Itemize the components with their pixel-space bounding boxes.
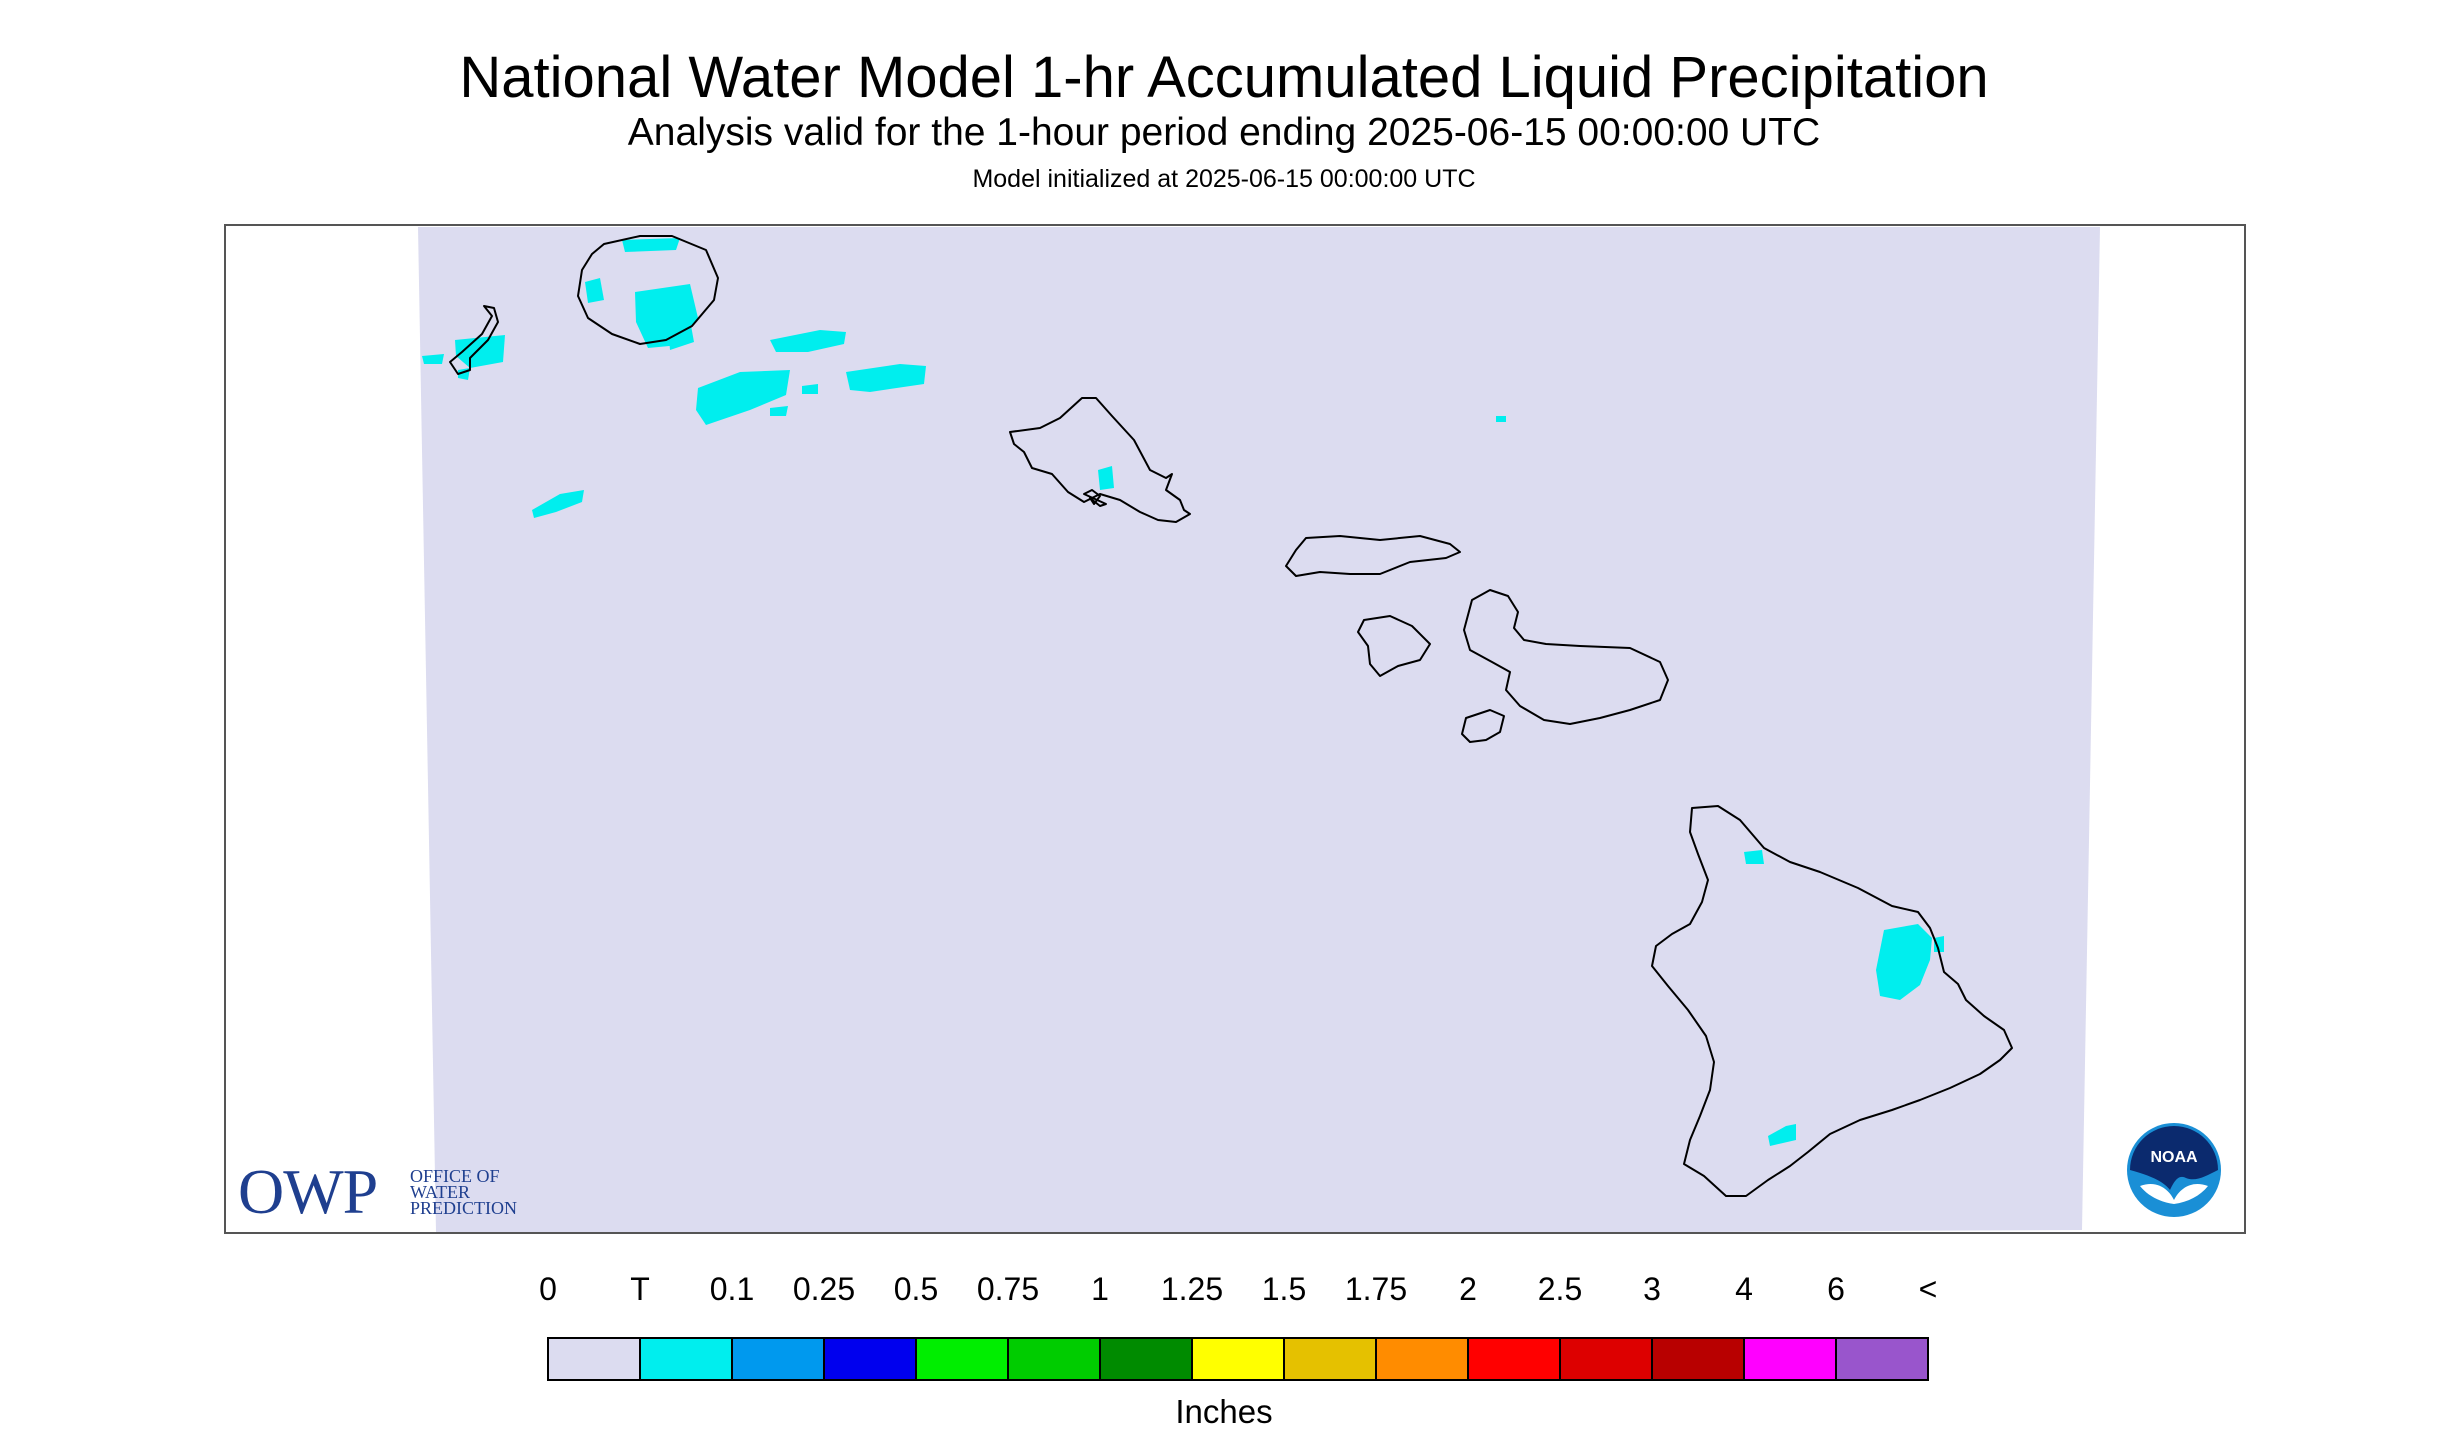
legend-tick-label: < [1918,1271,1938,1307]
legend-tick-label: 0.75 [976,1271,1040,1307]
legend-swatch [823,1337,917,1381]
hawaii-coast [1651,805,2013,1197]
legend-tick-label: 0.1 [709,1271,755,1307]
legend-tick-label: 1.5 [1261,1271,1307,1307]
legend-swatch [1283,1337,1377,1381]
coastlines [449,235,2013,1197]
owp-logo-line: PREDICTION [410,1198,517,1218]
owp-logo-line: WATER [410,1182,470,1202]
legend-tick-label: 4 [1735,1271,1753,1307]
legend-tick-label: 0.25 [792,1271,856,1307]
legend-swatch [731,1337,825,1381]
legend-swatch [1743,1337,1837,1381]
legend-tick-label: 1.75 [1344,1271,1408,1307]
legend-tick-label: 6 [1827,1271,1845,1307]
molokai-coast [1285,535,1461,577]
legend-swatch [639,1337,733,1381]
map-title: National Water Model 1-hr Accumulated Li… [459,45,1989,110]
oahu-coast [1009,397,1191,523]
legend-tick-label: 0 [539,1271,557,1307]
data-domain [418,227,2100,1232]
legend-swatch [547,1337,641,1381]
maui-coast [1463,589,1669,725]
oahu-harbor [1083,489,1107,507]
legend-swatch [1375,1337,1469,1381]
noaa-logo-text: NOAA [2150,1149,2198,1166]
legend-swatch [1467,1337,1561,1381]
legend-units-label: Inches [1175,1393,1273,1430]
kauai-coast [577,235,719,345]
legend-tick-label: 1.25 [1160,1271,1224,1307]
kahoolawe-coast [1461,709,1505,743]
legend-swatch [1191,1337,1285,1381]
legend-tick-label: 2 [1459,1271,1477,1307]
model-init-text: Model initialized at 2025-06-15 00:00:00… [972,165,1476,193]
legend-colorbar [547,1337,1929,1381]
legend-swatch [1835,1337,1929,1381]
legend-tick-label: 1 [1091,1271,1109,1307]
legend-swatch [915,1337,1009,1381]
owp-logo-mark: OWP [238,1156,378,1227]
legend-swatch [1099,1337,1193,1381]
owp-logo-text: OFFICE OF WATER PREDICTION [410,1166,550,1218]
legend-tick-label: 2.5 [1537,1271,1583,1307]
lanai-coast [1357,615,1431,677]
legend-swatch [1651,1337,1745,1381]
legend-swatch [1559,1337,1653,1381]
legend-swatch [1007,1337,1101,1381]
owp-logo-line: OFFICE OF [410,1166,500,1186]
map-subtitle: Analysis valid for the 1-hour period end… [627,111,1821,154]
legend-tick-label: 0.5 [893,1271,939,1307]
noaa-logo: NOAA [2127,1123,2221,1217]
legend-tick-label: 3 [1643,1271,1661,1307]
legend-tick-label: T [630,1271,650,1307]
niihau-coast [449,305,499,375]
